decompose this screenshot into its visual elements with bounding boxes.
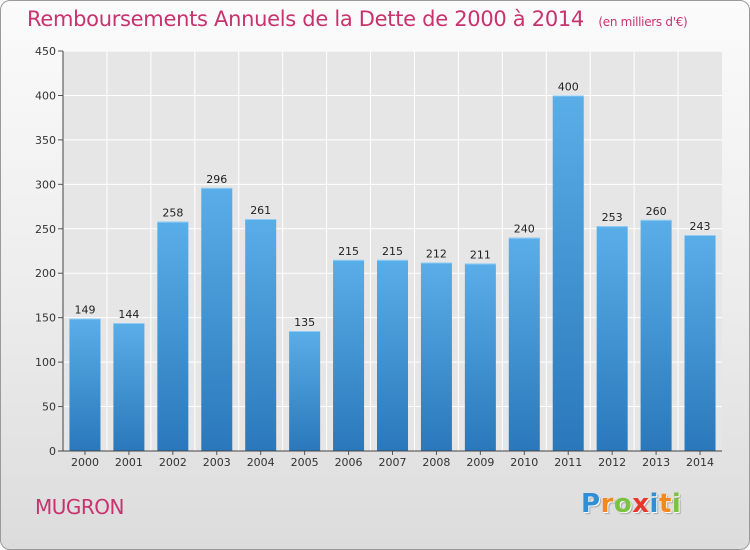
x-tick-label: 2014 [686, 456, 714, 469]
y-tick-label: 0 [49, 445, 56, 458]
logo-letter: o [613, 489, 633, 519]
y-tick-label: 350 [35, 134, 56, 147]
bar [420, 262, 452, 451]
logo-letter: i [649, 489, 659, 519]
bars [69, 95, 716, 451]
x-tick-label: 2006 [335, 456, 363, 469]
bar [245, 219, 277, 451]
x-tick-label: 2000 [71, 456, 99, 469]
tick-labels: 0 50 100 150 200 250 300 350 400 450 149 2000 144 200… [35, 45, 714, 469]
y-tick-label: 300 [35, 178, 56, 191]
chart-title: Remboursements Annuels de la Dette de 20… [27, 7, 584, 31]
bar-value-label: 253 [602, 211, 623, 224]
bar-value-label: 240 [514, 223, 535, 236]
bar [640, 219, 672, 451]
y-tick-label: 100 [35, 356, 56, 369]
x-tick-label: 2013 [642, 456, 670, 469]
x-tick-label: 2011 [554, 456, 582, 469]
chart-subtitle: (en milliers d'€) [598, 15, 688, 29]
x-tick-label: 2005 [291, 456, 319, 469]
bar-value-label: 243 [690, 220, 711, 233]
bar-value-label: 144 [118, 308, 139, 321]
logo-letter: x [632, 489, 650, 519]
bar [113, 323, 145, 451]
commune-name: MUGRON [35, 495, 125, 519]
logo-letter: P [581, 489, 601, 519]
bar-value-label: 296 [206, 173, 227, 186]
y-tick-label: 50 [42, 401, 56, 414]
proxiti-logo: Proxiti [581, 489, 681, 519]
y-tick-label: 450 [35, 45, 56, 58]
bar [508, 237, 540, 451]
bar [464, 263, 496, 451]
x-tick-label: 2009 [466, 456, 494, 469]
x-tick-label: 2002 [159, 456, 187, 469]
bar-value-label: 215 [382, 245, 403, 258]
bar-value-label: 211 [470, 248, 491, 261]
y-tick-label: 250 [35, 223, 56, 236]
bar [157, 221, 189, 451]
x-tick-label: 2001 [115, 456, 143, 469]
bar [684, 235, 716, 451]
bar-value-label: 260 [646, 205, 667, 218]
bar-value-label: 149 [74, 304, 95, 317]
x-tick-label: 2008 [422, 456, 450, 469]
bar [377, 259, 408, 451]
logo-letter: i [671, 489, 682, 519]
x-tick-label: 2010 [510, 456, 538, 469]
bar-value-label: 261 [250, 204, 271, 217]
bar-value-label: 400 [558, 80, 579, 93]
bar-value-label: 215 [338, 245, 359, 258]
bar-value-label: 258 [162, 207, 183, 220]
x-tick-label: 2004 [247, 456, 275, 469]
x-tick-label: 2012 [598, 456, 626, 469]
y-tick-label: 150 [35, 312, 56, 325]
x-tick-label: 2007 [379, 456, 407, 469]
bar [69, 318, 101, 451]
y-tick-label: 400 [35, 89, 56, 102]
logo-letter: t [658, 489, 672, 519]
axes [58, 50, 722, 455]
bar [552, 95, 584, 451]
x-tick-label: 2003 [203, 456, 231, 469]
y-tick-label: 200 [35, 267, 56, 280]
logo-letter: r [600, 489, 614, 519]
bar [201, 187, 233, 451]
bar [289, 331, 321, 451]
bar [333, 259, 365, 451]
bar [596, 226, 628, 451]
bar-value-label: 135 [294, 316, 315, 329]
chart-title-row: Remboursements Annuels de la Dette de 20… [27, 7, 688, 31]
bar-value-label: 212 [426, 248, 447, 261]
